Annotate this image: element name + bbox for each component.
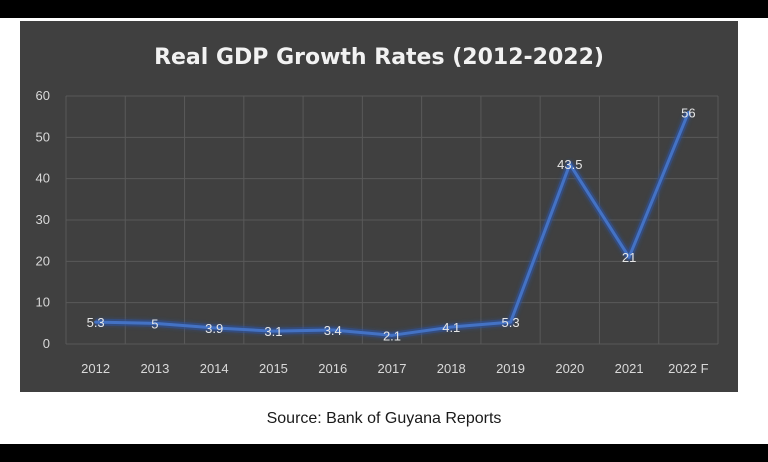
chart-panel: Real GDP Growth Rates (2012-2022) 5.3 5 3.… [20, 21, 738, 392]
data-label: 43.5 [557, 157, 582, 172]
x-tick-label: 2020 [555, 361, 584, 376]
data-point [212, 326, 216, 330]
data-point [509, 320, 513, 324]
y-tick-label: 10 [36, 295, 50, 310]
x-tick-label: 2016 [318, 361, 347, 376]
y-tick-label: 0 [43, 336, 50, 351]
x-tick-label: 2012 [81, 361, 110, 376]
x-tick-label: 2014 [200, 361, 229, 376]
source-note: Source: Bank of Guyana Reports [266, 410, 502, 427]
y-tick-label: 60 [36, 88, 50, 103]
data-point [390, 333, 394, 337]
data-label: 5 [151, 316, 158, 331]
x-tick-label: 2018 [437, 361, 466, 376]
x-tick-label: 2017 [378, 361, 407, 376]
data-point [153, 321, 157, 325]
data-point [568, 162, 572, 166]
data-label: 21 [622, 250, 636, 265]
x-tick-label: 2015 [259, 361, 288, 376]
data-label: 3.9 [205, 321, 223, 336]
y-tick-label: 40 [36, 171, 50, 186]
y-tick-label: 30 [36, 212, 50, 227]
data-label: 3.4 [324, 323, 342, 338]
data-point [94, 320, 98, 324]
y-tick-label: 20 [36, 253, 50, 268]
data-point [686, 111, 690, 115]
x-tick-label: 2013 [140, 361, 169, 376]
x-tick-label: 2022 F [668, 361, 709, 376]
x-tick-label: 2021 [615, 361, 644, 376]
y-tick-label: 50 [36, 129, 50, 144]
data-label: 4.1 [442, 320, 460, 335]
data-point [449, 325, 453, 329]
data-point [271, 329, 275, 333]
data-point [331, 328, 335, 332]
x-tick-label: 2019 [496, 361, 525, 376]
chart-title: Real GDP Growth Rates (2012-2022) [154, 45, 604, 70]
data-label: 5.3 [87, 315, 105, 330]
data-label: 3.1 [264, 324, 282, 339]
data-label: 56 [681, 106, 695, 121]
data-label: 5.3 [502, 315, 520, 330]
data-label: 2.1 [383, 328, 401, 343]
line-chart: 5.3 5 3.9 3.1 3.4 2.1 4.1 5.3 43.5 21 56 0 10 20 30 40… [36, 88, 719, 376]
data-point [627, 255, 631, 259]
